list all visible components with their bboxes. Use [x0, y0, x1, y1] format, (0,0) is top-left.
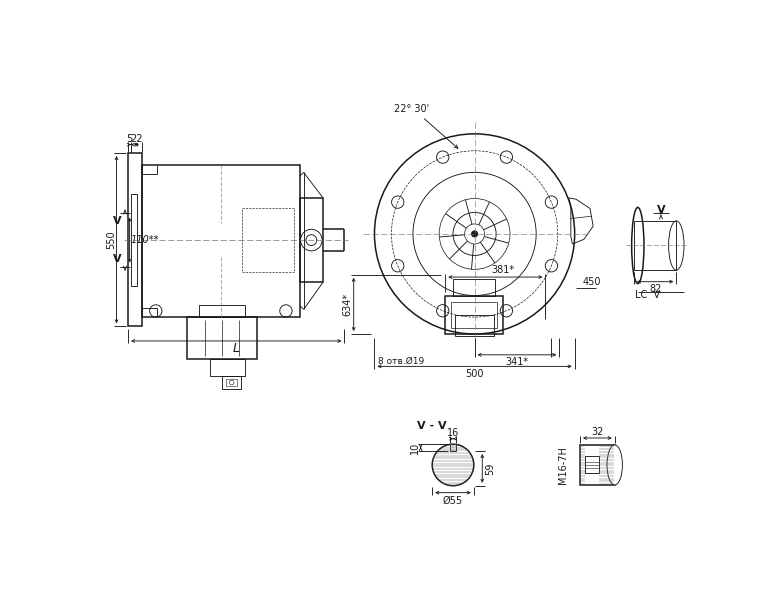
- Text: 32: 32: [591, 427, 604, 437]
- Text: 634*: 634*: [343, 293, 353, 316]
- Bar: [580, 445, 615, 485]
- Text: 500: 500: [465, 369, 484, 379]
- Ellipse shape: [607, 445, 622, 485]
- Text: M16-7H: M16-7H: [558, 446, 568, 484]
- Bar: [242, 208, 294, 273]
- Bar: [456, 315, 494, 335]
- Bar: [446, 296, 503, 334]
- Text: V: V: [113, 216, 122, 226]
- Text: Ø55: Ø55: [443, 495, 463, 505]
- Text: 341*: 341*: [505, 357, 529, 367]
- Bar: [131, 194, 137, 287]
- Text: 550: 550: [106, 231, 116, 249]
- Text: 22° 30': 22° 30': [394, 104, 429, 114]
- Bar: [188, 317, 257, 359]
- Bar: [634, 221, 677, 270]
- Text: 8 отв.Ø19: 8 отв.Ø19: [378, 357, 425, 366]
- Bar: [211, 359, 245, 376]
- Circle shape: [471, 231, 477, 237]
- Text: 82: 82: [649, 284, 661, 294]
- Text: 110**: 110**: [131, 235, 160, 245]
- Text: 10: 10: [409, 441, 419, 454]
- Bar: [453, 279, 495, 296]
- Bar: [584, 456, 598, 473]
- Text: V - V: V - V: [417, 421, 446, 430]
- Bar: [300, 197, 323, 282]
- Text: LC  V: LC V: [636, 290, 660, 300]
- Text: L: L: [232, 342, 239, 355]
- Bar: [226, 379, 237, 386]
- Bar: [199, 305, 245, 317]
- Text: 22: 22: [130, 134, 143, 144]
- Text: 450: 450: [582, 277, 601, 287]
- Text: 5: 5: [126, 134, 133, 144]
- Bar: [452, 302, 497, 328]
- Bar: [450, 444, 456, 451]
- Text: 381*: 381*: [491, 265, 515, 275]
- Bar: [128, 153, 142, 326]
- Text: 59: 59: [485, 462, 495, 474]
- Bar: [142, 164, 300, 317]
- Bar: [222, 376, 241, 389]
- Text: 16: 16: [447, 427, 459, 438]
- Text: V: V: [113, 255, 122, 264]
- Text: V: V: [656, 205, 665, 215]
